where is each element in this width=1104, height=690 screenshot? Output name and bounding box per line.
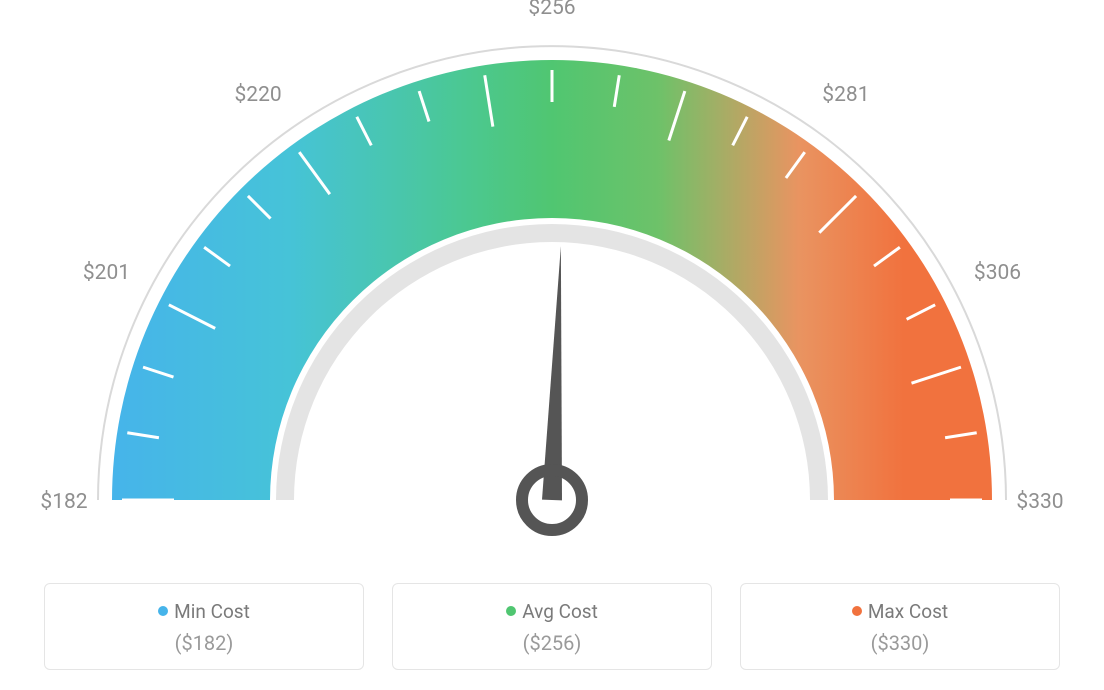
legend-dot-avg xyxy=(506,606,516,616)
legend-card-avg: Avg Cost ($256) xyxy=(392,583,712,670)
legend-value-min: ($182) xyxy=(55,631,353,655)
gauge-tick-label: $182 xyxy=(40,490,87,514)
legend-value-avg: ($256) xyxy=(403,631,701,655)
legend-title-min: Min Cost xyxy=(55,600,353,623)
legend-title-max: Max Cost xyxy=(751,600,1049,623)
gauge-tick-label: $256 xyxy=(528,0,575,20)
legend-label-avg: Avg Cost xyxy=(522,600,598,623)
legend-card-max: Max Cost ($330) xyxy=(740,583,1060,670)
legend-dot-min xyxy=(158,606,168,616)
legend-title-avg: Avg Cost xyxy=(403,600,701,623)
legend-label-min: Min Cost xyxy=(174,600,250,623)
gauge-tick-label: $330 xyxy=(1016,490,1063,514)
gauge-svg xyxy=(0,0,1104,560)
legend-card-min: Min Cost ($182) xyxy=(44,583,364,670)
gauge-tick-label: $306 xyxy=(974,261,1021,285)
cost-gauge: $182 $201 $220 $256 $281 $306 $330 xyxy=(0,0,1104,560)
legend-label-max: Max Cost xyxy=(868,600,948,623)
gauge-tick-label: $281 xyxy=(822,83,869,107)
gauge-tick-label: $201 xyxy=(83,261,130,285)
legend-row: Min Cost ($182) Avg Cost ($256) Max Cost… xyxy=(0,583,1104,670)
gauge-tick-label: $220 xyxy=(234,83,281,107)
legend-value-max: ($330) xyxy=(751,631,1049,655)
legend-dot-max xyxy=(852,606,862,616)
